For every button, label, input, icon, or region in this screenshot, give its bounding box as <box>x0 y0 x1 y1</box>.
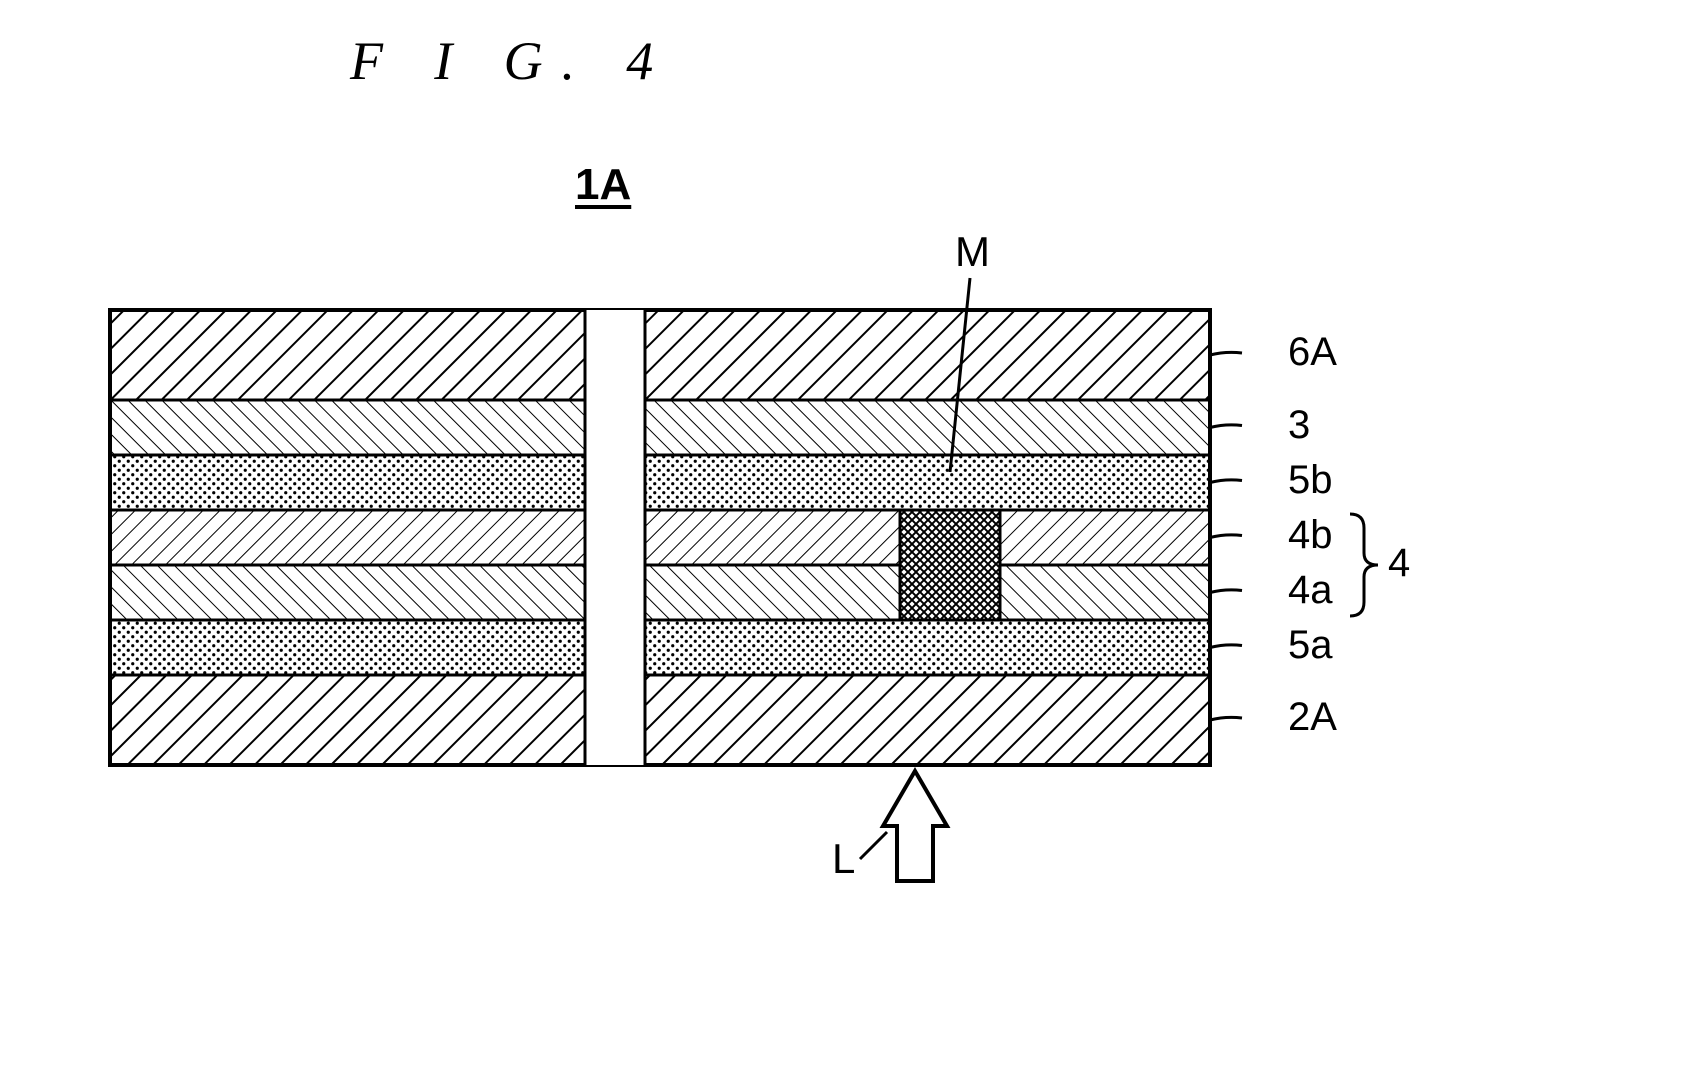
layer-label-6A: 6A <box>1288 330 1337 375</box>
figure-stage: F I G. 4 1A 6A35b4b4a5a2A 4 M L <box>0 0 1691 1069</box>
arrow-label-L: L <box>832 835 855 883</box>
mark-label-M: M <box>955 228 990 276</box>
layer-label-2A: 2A <box>1288 695 1337 740</box>
layer-label-5a: 5a <box>1288 623 1333 668</box>
group-label-4: 4 <box>1388 541 1410 586</box>
diagram-svg <box>0 0 1691 1069</box>
layer-label-3: 3 <box>1288 403 1310 448</box>
layer-label-5b: 5b <box>1288 458 1333 503</box>
layer-label-4a: 4a <box>1288 568 1333 613</box>
layer-label-4b: 4b <box>1288 513 1333 558</box>
